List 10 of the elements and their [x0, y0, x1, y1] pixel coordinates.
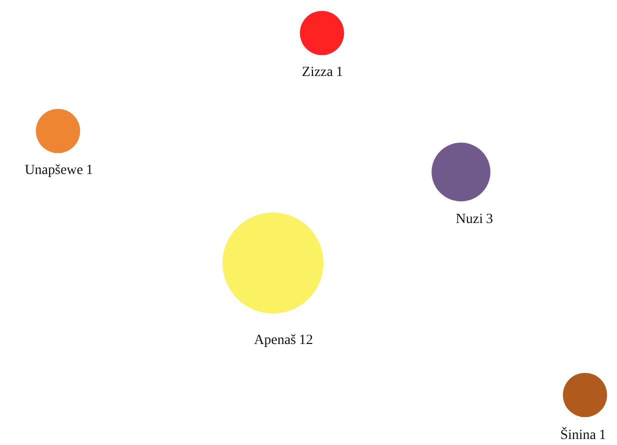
data-label: 12: [299, 333, 313, 348]
data-label: 1: [336, 65, 343, 80]
category-label: Zizza: [302, 65, 334, 80]
category-label: Unapšewe: [24, 163, 83, 178]
category-label: Nuzi: [456, 212, 484, 227]
data-label: 3: [486, 212, 493, 227]
category-label: Šinina: [560, 426, 597, 443]
data-label: 1: [599, 428, 606, 443]
category-label: Apenaš: [254, 333, 297, 348]
data-label: 1: [86, 163, 93, 178]
